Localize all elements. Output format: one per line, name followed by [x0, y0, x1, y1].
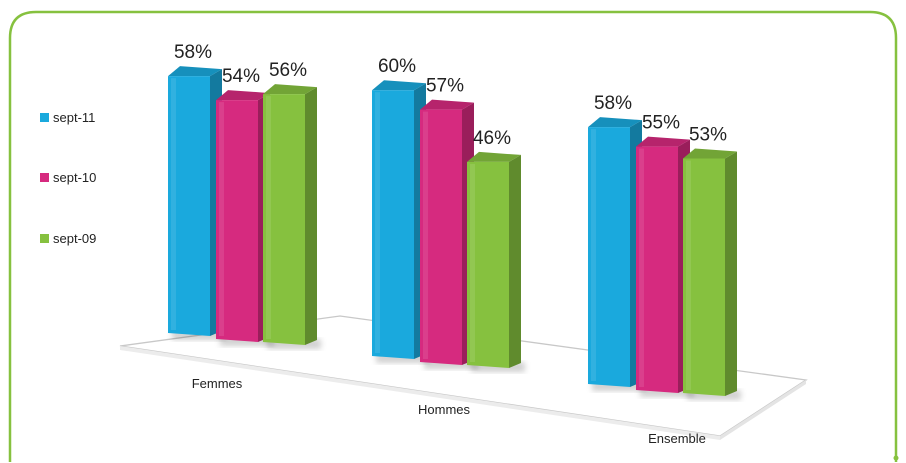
bar-highlight-hommes-sept-09 [470, 163, 475, 362]
bar-femmes-sept-09 [263, 94, 305, 346]
bar-top-ensemble-sept-09 [683, 148, 737, 159]
legend-label-sept-09: sept-09 [53, 231, 97, 246]
value-label-hommes-sept-09: 46% [473, 128, 511, 149]
value-label-hommes-sept-11: 60% [378, 56, 416, 77]
bar-highlight-hommes-sept-11 [375, 92, 380, 353]
value-label-ensemble-sept-11: 58% [594, 93, 632, 114]
bar-top-hommes-sept-09 [467, 151, 521, 162]
floor-edge-right [720, 380, 806, 440]
bar-top-ensemble-sept-11 [588, 117, 642, 128]
bar-highlight-femmes-sept-10 [219, 102, 224, 336]
bar-hommes-sept-09 [467, 161, 509, 368]
bar-ensemble-sept-09 [683, 158, 725, 396]
bar-top-femmes-sept-11 [168, 66, 222, 77]
bar-top-hommes-sept-11 [372, 80, 426, 91]
bar-top-femmes-sept-09 [263, 84, 317, 95]
bar-side-femmes-sept-09 [305, 87, 317, 346]
bar-side-hommes-sept-09 [509, 154, 521, 368]
bar-highlight-ensemble-sept-11 [591, 129, 596, 381]
legend-label-sept-10: sept-10 [53, 170, 97, 185]
category-label-ensemble: Ensemble [648, 431, 706, 446]
category-label-hommes: Hommes [417, 402, 471, 417]
legend-label-sept-11: sept-11 [53, 110, 96, 125]
value-label-femmes-sept-09: 56% [269, 60, 307, 81]
bar-ensemble-sept-11 [588, 127, 630, 387]
value-labels-group: 58% 54% 56% 60% 57% 46% 58% 55% 53% [174, 42, 727, 149]
bar-highlight-femmes-sept-11 [171, 78, 176, 330]
bar-top-hommes-sept-10 [420, 99, 474, 110]
bar-ensemble-sept-10 [636, 146, 678, 393]
legend-swatch-sept-10 [40, 173, 49, 182]
category-label-femmes: Femmes [191, 376, 243, 391]
bar-femmes-sept-10 [216, 100, 258, 342]
bar-femmes-sept-11 [168, 76, 210, 336]
legend-swatch-sept-11 [40, 113, 49, 122]
bar-top-femmes-sept-10 [216, 90, 270, 101]
value-label-ensemble-sept-10: 55% [642, 113, 680, 134]
bar-top-ensemble-sept-10 [636, 136, 690, 147]
legend-swatch-sept-09 [40, 234, 49, 243]
floor-edge-front [120, 346, 720, 440]
bar-highlight-ensemble-sept-09 [686, 160, 691, 390]
bar-highlight-ensemble-sept-10 [639, 148, 644, 387]
value-label-femmes-sept-11: 58% [174, 42, 212, 63]
value-label-hommes-sept-10: 57% [426, 76, 464, 97]
value-label-femmes-sept-10: 54% [222, 66, 260, 87]
bar-hommes-sept-11 [372, 90, 414, 359]
bars-group [168, 66, 741, 400]
bar-side-ensemble-sept-09 [725, 151, 737, 396]
bar-highlight-femmes-sept-09 [266, 96, 271, 340]
bar-hommes-sept-10 [420, 109, 462, 365]
value-label-ensemble-sept-09: 53% [689, 125, 727, 146]
bar-highlight-hommes-sept-10 [423, 111, 428, 359]
